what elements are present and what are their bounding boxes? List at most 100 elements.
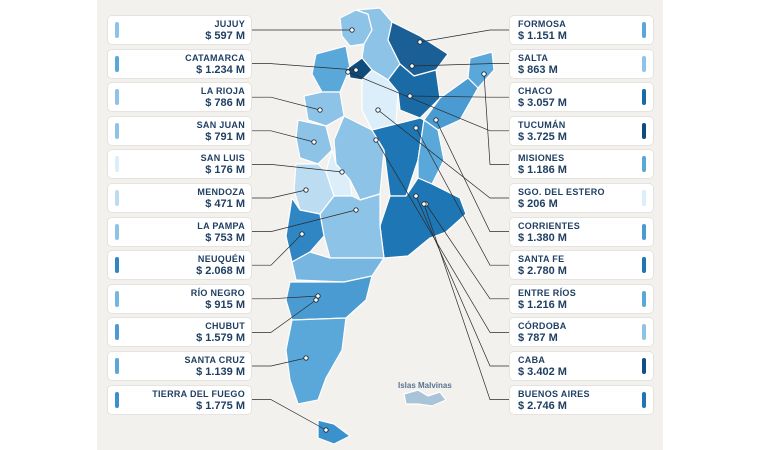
province-color-swatch	[115, 290, 119, 307]
province-value: $ 787 M	[518, 332, 558, 345]
province-name: FORMOSA	[518, 19, 567, 29]
province-card-formosa: FORMOSA $ 1.151 M	[510, 16, 653, 44]
province-card-san-luis: SAN LUIS $ 176 M	[108, 150, 251, 179]
province-marker-san-juan	[311, 139, 317, 145]
province-name: MISIONES	[518, 153, 565, 164]
leader-line-tucuman	[347, 71, 510, 132]
province-name: SAN LUIS	[200, 153, 245, 164]
leader-line-catamarca	[251, 63, 357, 71]
province-marker-santa-cruz	[303, 355, 309, 361]
province-name: RÍO NEGRO	[190, 287, 245, 298]
province-name: CATAMARCA	[185, 52, 245, 63]
leader-line-rio-negro	[251, 295, 319, 300]
province-card-san-juan: SAN JUAN $ 791 M	[108, 116, 251, 145]
province-misiones	[467, 51, 495, 89]
province-name: ENTRE RÍOS	[518, 287, 577, 298]
province-card-santa-cruz: SANTA CRUZ $ 1.139 M	[108, 352, 251, 380]
leader-line-misiones	[483, 73, 510, 165]
province-marker-chubut	[313, 297, 319, 303]
province-santa-cruz	[285, 317, 347, 405]
province-value: $ 863 M	[518, 63, 558, 76]
province-card-salta: SALTA $ 863 M	[510, 49, 653, 78]
province-marker-formosa	[417, 39, 423, 45]
province-value: $ 1.139 M	[196, 366, 245, 378]
province-marker-cordoba	[373, 137, 379, 143]
province-name: CABA	[518, 355, 546, 365]
province-value: $ 753 M	[205, 231, 245, 244]
leader-line-tierra-del-fuego	[251, 399, 327, 431]
province-value: $ 3.725 M	[518, 130, 567, 143]
leader-line-corrientes	[435, 119, 510, 232]
leader-line-cordoba	[375, 139, 510, 333]
province-value: $ 597 M	[205, 30, 245, 42]
province-color-swatch	[642, 190, 646, 206]
province-color-swatch	[115, 55, 119, 72]
province-color-swatch	[642, 223, 646, 240]
province-card-corrientes: CORRIENTES $ 1.380 M	[510, 217, 653, 246]
province-name: CHUBUT	[205, 321, 245, 332]
province-name: TUCUMÁN	[518, 119, 566, 130]
province-value: $ 1.234 M	[196, 63, 245, 76]
province-card-mendoza: MENDOZA $ 471 M	[108, 184, 251, 212]
province-value: $ 791 M	[205, 130, 245, 143]
province-card-tierra-del-fuego: TIERRA DEL FUEGO $ 1.775 M	[108, 385, 251, 414]
province-marker-salta	[409, 63, 415, 69]
province-card-la-rioja: LA RIOJA $ 786 M	[108, 83, 251, 112]
province-color-swatch	[115, 324, 119, 341]
province-marker-buenos-aires	[421, 201, 427, 207]
province-name: CHACO	[518, 86, 553, 97]
province-color-swatch	[115, 89, 119, 106]
province-name: CORRIENTES	[518, 220, 581, 231]
province-name: SALTA	[518, 52, 549, 63]
province-name: LA RIOJA	[200, 86, 245, 97]
province-color-swatch	[642, 156, 646, 173]
province-color-swatch	[115, 156, 119, 173]
leader-line-entre-rios	[425, 203, 510, 300]
province-marker-catamarca	[353, 67, 359, 73]
leader-line-neuquen	[251, 233, 303, 266]
leader-line-sgo-del-estero	[377, 109, 510, 199]
province-value: $ 3.402 M	[518, 366, 567, 378]
leader-line-santa-fe	[415, 127, 510, 266]
islas-malvinas	[403, 389, 447, 407]
province-value: $ 1.151 M	[518, 30, 567, 42]
province-color-swatch	[115, 190, 119, 206]
province-card-catamarca: CATAMARCA $ 1.234 M	[108, 49, 251, 78]
province-card-chaco: CHACO $ 3.057 M	[510, 83, 653, 112]
province-name: SANTA FE	[518, 254, 565, 265]
province-color-swatch	[642, 55, 646, 72]
province-card-la-pampa: LA PAMPA $ 753 M	[108, 217, 251, 246]
province-marker-san-luis	[339, 169, 345, 175]
province-color-swatch	[115, 22, 119, 38]
province-color-swatch	[115, 223, 119, 240]
province-color-swatch	[115, 391, 119, 408]
islas-malvinas-label: Islas Malvinas	[398, 381, 452, 390]
province-color-swatch	[642, 324, 646, 341]
province-value: $ 1.775 M	[196, 399, 245, 412]
province-card-tucuman: TUCUMÁN $ 3.725 M	[510, 116, 653, 145]
province-marker-la-rioja	[317, 107, 323, 113]
province-name: JUJUY	[214, 19, 245, 29]
province-marker-sgo-del-estero	[375, 107, 381, 113]
province-card-caba: CABA $ 3.402 M	[510, 352, 653, 380]
province-color-swatch	[642, 391, 646, 408]
province-name: CÓRDOBA	[518, 321, 567, 332]
province-card-santa-fe: SANTA FE $ 2.780 M	[510, 251, 653, 280]
province-chubut	[285, 275, 373, 321]
province-card-rio-negro: RÍO NEGRO $ 915 M	[108, 284, 251, 313]
province-color-swatch	[115, 358, 119, 374]
province-sgo-del-estero	[361, 69, 399, 131]
province-color-swatch	[115, 122, 119, 139]
leader-line-mendoza	[251, 189, 307, 199]
province-marker-misiones	[481, 71, 487, 77]
leader-line-chubut	[251, 299, 317, 333]
province-value: $ 2.746 M	[518, 399, 567, 412]
province-rio-negro	[291, 251, 385, 283]
province-value: $ 1.216 M	[518, 298, 567, 311]
province-marker-santa-fe	[413, 125, 419, 131]
province-color-swatch	[642, 290, 646, 307]
province-color-swatch	[642, 358, 646, 374]
leader-line-la-rioja	[251, 96, 321, 111]
province-card-misiones: MISIONES $ 1.186 M	[510, 150, 653, 179]
